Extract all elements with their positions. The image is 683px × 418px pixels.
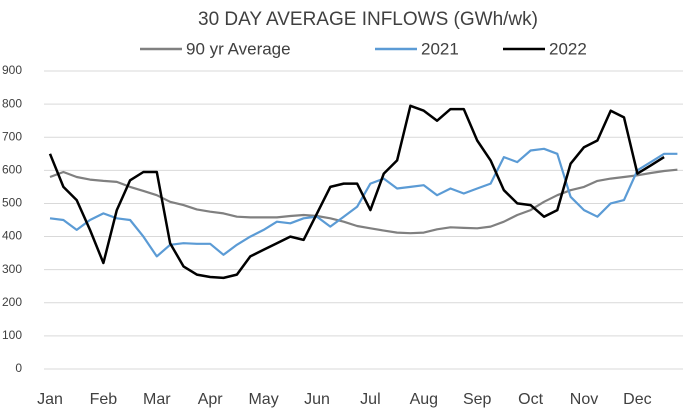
y-tick-label: 200	[2, 295, 22, 309]
y-tick-label: 600	[2, 163, 22, 177]
x-tick-label: Jan	[37, 391, 63, 408]
y-tick-label: 900	[2, 63, 22, 77]
x-tick-label: Oct	[518, 391, 543, 408]
y-tick-label: 100	[2, 328, 22, 342]
x-tick-label: Sep	[463, 391, 492, 408]
legend-label: 2021	[421, 39, 459, 58]
y-tick-label: 0	[15, 361, 22, 375]
y-tick-label: 700	[2, 129, 22, 143]
x-tick-label: Jun	[304, 391, 330, 408]
legend-label: 2022	[549, 39, 587, 58]
x-tick-label: Apr	[198, 391, 224, 408]
y-tick-label: 300	[2, 262, 22, 276]
x-tick-label: Dec	[623, 391, 651, 408]
legend-label: 90 yr Average	[186, 39, 291, 58]
y-tick-label: 500	[2, 196, 22, 210]
x-tick-label: Aug	[410, 391, 438, 408]
series-line	[48, 104, 665, 280]
x-tick-label: Jul	[360, 391, 380, 408]
chart-title: 30 DAY AVERAGE INFLOWS (GWh/wk)	[198, 9, 538, 30]
series-line	[49, 168, 678, 235]
x-tick-label: Mar	[143, 391, 171, 408]
x-tick-label: Feb	[90, 391, 118, 408]
series-line	[49, 147, 678, 258]
y-tick-label: 400	[2, 229, 22, 243]
x-tick-label: Nov	[570, 391, 598, 408]
x-tick-label: May	[248, 391, 278, 408]
y-tick-label: 800	[2, 96, 22, 110]
